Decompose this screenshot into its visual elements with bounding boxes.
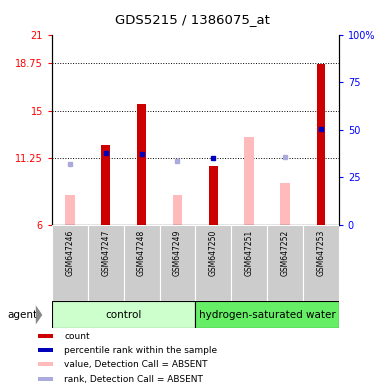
Bar [38, 334, 54, 338]
Bar [231, 225, 267, 301]
Bar [244, 137, 254, 225]
Bar [52, 225, 88, 301]
Text: rank, Detection Call = ABSENT: rank, Detection Call = ABSENT [64, 375, 203, 384]
Bar [267, 225, 303, 301]
Text: agent: agent [8, 310, 38, 320]
Text: GSM647252: GSM647252 [281, 230, 290, 276]
Text: count: count [64, 332, 90, 341]
Bar [88, 225, 124, 301]
Bar [124, 225, 159, 301]
Bar [316, 65, 325, 225]
Bar [280, 183, 290, 225]
Text: GSM647253: GSM647253 [316, 230, 325, 276]
Bar [102, 145, 110, 225]
Bar [159, 225, 196, 301]
Text: percentile rank within the sample: percentile rank within the sample [64, 346, 218, 355]
Bar [38, 377, 54, 381]
Bar [209, 166, 218, 225]
Bar [195, 301, 339, 328]
Text: GSM647250: GSM647250 [209, 230, 218, 276]
Bar [52, 301, 195, 328]
Bar [38, 348, 54, 352]
Text: value, Detection Call = ABSENT: value, Detection Call = ABSENT [64, 360, 208, 369]
Text: control: control [105, 310, 142, 320]
Bar [65, 195, 75, 225]
Bar [195, 225, 231, 301]
Bar [303, 225, 339, 301]
Bar [137, 104, 146, 225]
Text: GSM647247: GSM647247 [101, 230, 110, 276]
Text: GSM647249: GSM647249 [173, 230, 182, 276]
Text: GSM647248: GSM647248 [137, 230, 146, 276]
Text: GDS5215 / 1386075_at: GDS5215 / 1386075_at [115, 13, 270, 26]
Text: GSM647251: GSM647251 [244, 230, 254, 276]
Bar [38, 362, 54, 366]
Text: GSM647246: GSM647246 [65, 230, 74, 276]
Bar [172, 195, 182, 225]
Text: hydrogen-saturated water: hydrogen-saturated water [199, 310, 335, 320]
